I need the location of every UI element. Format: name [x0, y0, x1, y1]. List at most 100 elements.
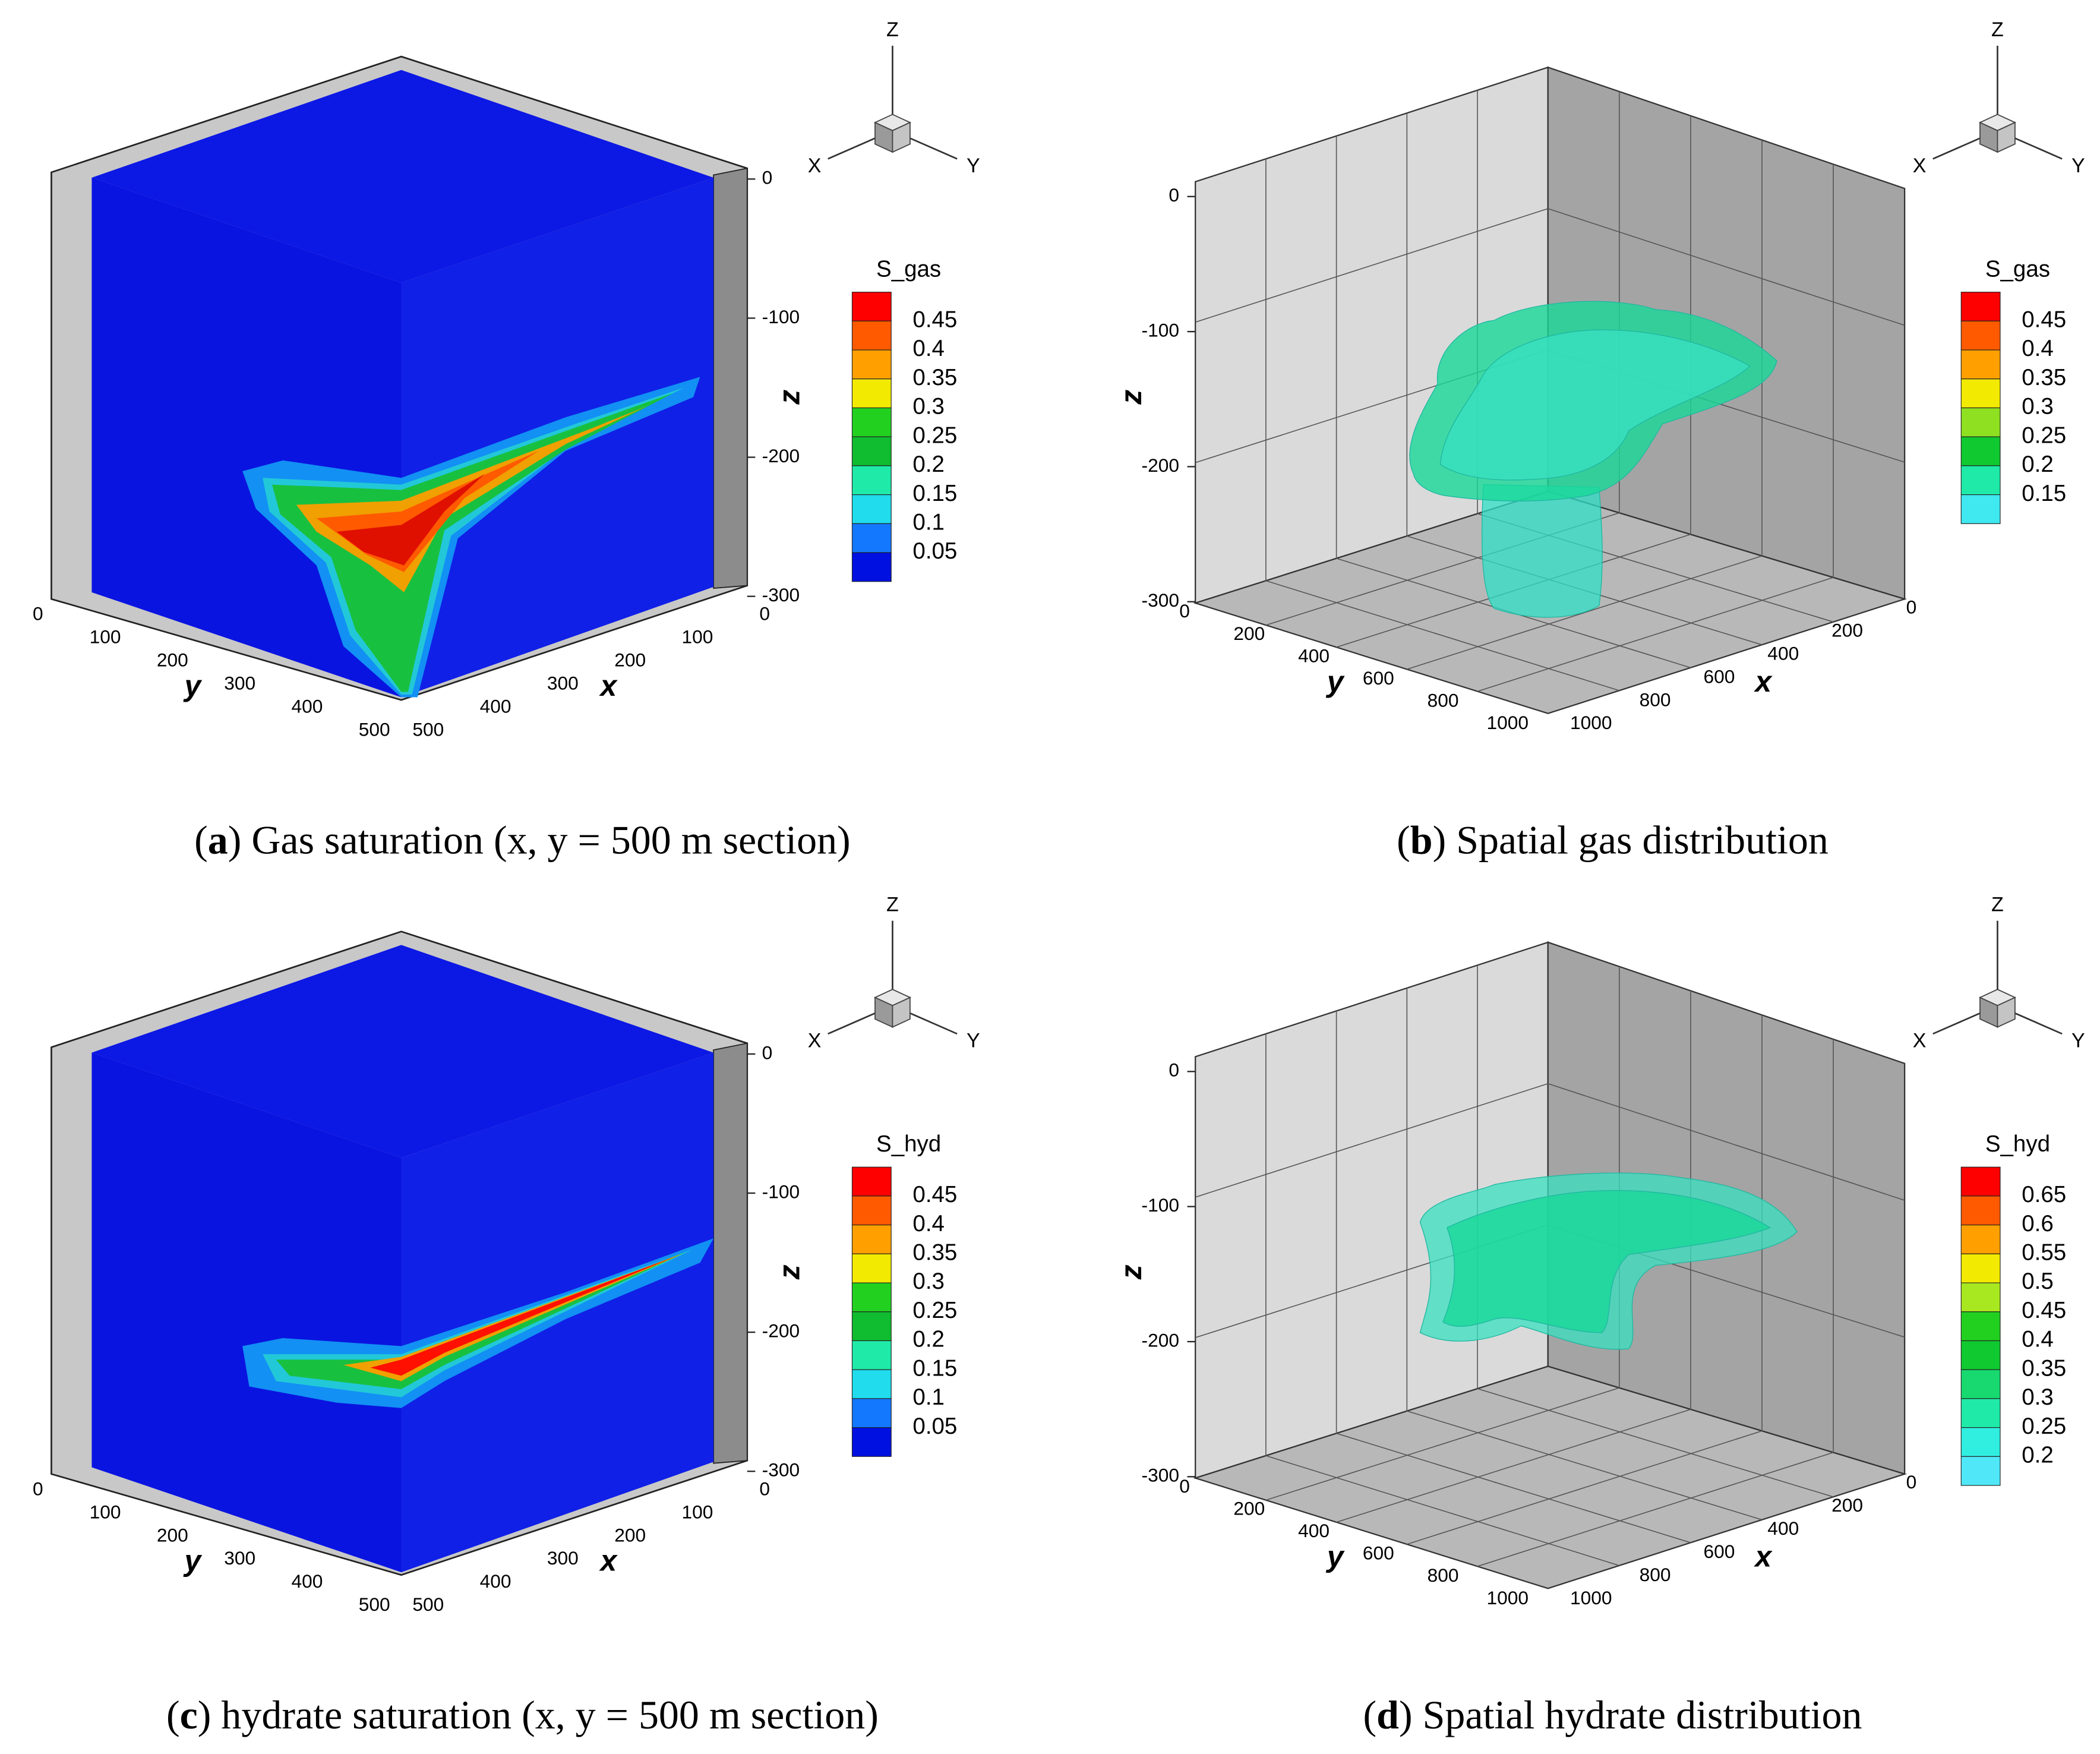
y-tick-label: 0	[33, 603, 43, 624]
x-axis-label: x	[1753, 665, 1773, 698]
colorbar-block	[1960, 465, 2001, 496]
triad-label: Y	[967, 154, 980, 177]
triad-label: Z	[886, 894, 899, 916]
isosurface	[1481, 484, 1603, 618]
triad-label: X	[808, 1029, 822, 1052]
colorbar-label: 0.2	[912, 1327, 945, 1352]
y-tick-label: 200	[1233, 623, 1265, 644]
colorbar-block	[1960, 436, 2001, 466]
caption-open: (	[1397, 817, 1410, 862]
colorbar-block	[851, 1282, 892, 1313]
z-tick-label: 0	[762, 1042, 773, 1063]
caption-open: (	[1363, 1692, 1377, 1737]
colorbar-block	[1960, 494, 2001, 524]
y-tick-label: 800	[1428, 690, 1459, 711]
colorbar-block	[851, 1311, 892, 1342]
y-axis-label: y	[182, 1544, 202, 1577]
wall-grid	[1548, 1083, 1905, 1201]
x-tick-label: 500	[412, 1594, 444, 1615]
colorbar-block	[851, 1427, 892, 1457]
wall-grid	[1195, 208, 1548, 323]
plume	[276, 1251, 687, 1390]
z-tick-label: -300	[762, 584, 800, 605]
caption-letter: b	[1410, 817, 1433, 862]
colorbar-label: 0.3	[912, 394, 945, 419]
triad-label: Y	[2071, 1029, 2085, 1052]
colorbar-block	[851, 1195, 892, 1226]
colorbar-block	[1960, 1340, 2001, 1370]
x-tick-label: 200	[614, 1524, 646, 1545]
z-tick-label: -100	[1142, 319, 1179, 340]
x-tick-label: 0	[759, 603, 770, 624]
z-tick-label: -100	[762, 306, 800, 327]
x-tick-label: 300	[547, 673, 579, 694]
triad-label: Y	[2071, 154, 2085, 177]
colorbar-label: 0.1	[912, 1384, 945, 1410]
colorbar-block	[1960, 1456, 2001, 1486]
colorbar-label: 0.5	[2022, 1269, 2054, 1294]
colorbar-block	[851, 1253, 892, 1283]
y-axis-label: y	[1325, 1540, 1345, 1573]
z-tick-label: -200	[1142, 1329, 1179, 1351]
colorbar-block	[1960, 1282, 2001, 1313]
colorbar-block	[1960, 1253, 2001, 1283]
panel: 0 100 200 300 400 500 0 100 200 300 400 500 0 -100 -20…	[33, 18, 980, 862]
caption-open: (	[194, 817, 208, 862]
plume	[370, 1254, 680, 1376]
triad-label: Y	[967, 1029, 980, 1052]
x-tick-label: 200	[614, 649, 646, 671]
x-tick-label: 1000	[1570, 1587, 1612, 1608]
colorbar-block	[1960, 1311, 2001, 1342]
caption-letter: d	[1376, 1692, 1399, 1737]
x-tick-label: 400	[1767, 642, 1799, 664]
floor-grid	[1477, 577, 1834, 692]
caption: (a) Gas saturation (x, y = 500 m section…	[194, 817, 851, 862]
triad-cube	[1997, 996, 2016, 1029]
x-tick-label: 500	[412, 719, 444, 740]
x-tick-label: 400	[1767, 1518, 1799, 1539]
z-axis-label: z	[773, 390, 806, 405]
colorbar-block	[851, 407, 892, 437]
z-tick-label: 0	[1169, 184, 1179, 206]
y-tick-label: 400	[291, 1570, 323, 1592]
colorbar-label: 0.25	[912, 1298, 957, 1323]
colorbar-label: 0.15	[912, 1355, 957, 1381]
x-tick-label: 0	[1906, 596, 1917, 617]
isosurface	[1439, 329, 1751, 481]
colorbar-label: 0.35	[912, 1240, 957, 1266]
floor-grid	[1265, 1387, 1620, 1501]
colorbar-label: 0.2	[2022, 1442, 2054, 1468]
x-tick-label: 800	[1640, 1564, 1671, 1585]
colorbar-label: 0.35	[2022, 1355, 2066, 1381]
z-axis-label: z	[1114, 1264, 1148, 1280]
colorbar-label: 0.35	[912, 365, 957, 390]
x-axis-label: x	[1753, 1540, 1773, 1573]
colorbar-block	[851, 292, 892, 321]
plume	[336, 474, 485, 566]
y-tick-label: 0	[1179, 1475, 1190, 1497]
colorbar-block	[1960, 292, 2001, 321]
box-wall	[713, 1042, 748, 1464]
colorbar-label: 0.3	[912, 1269, 945, 1294]
y-tick-label: 300	[224, 673, 255, 694]
y-tick-label: 200	[157, 1524, 188, 1545]
floor-grid	[1477, 1452, 1834, 1567]
z-tick-label: -200	[762, 1320, 800, 1342]
caption-text: ) Spatial hydrate distribution	[1399, 1692, 1862, 1737]
colorbar-label: 0.25	[2022, 422, 2066, 448]
plume	[272, 393, 674, 692]
colorbar-block	[1960, 378, 2001, 409]
wall-grid	[1548, 208, 1905, 326]
x-axis-label: x	[599, 669, 618, 702]
colorbar-label: 0.2	[2022, 452, 2054, 477]
floor-grid	[1407, 1410, 1763, 1520]
colorbar-block	[851, 1369, 892, 1399]
y-tick-label: 1000	[1487, 712, 1529, 733]
wall-grid	[1195, 1083, 1548, 1198]
colorbar-block	[851, 436, 892, 466]
y-tick-label: 400	[291, 696, 323, 717]
floor	[1193, 1365, 1907, 1589]
colorbar-label: 0.4	[912, 1211, 945, 1236]
colorbar-block	[851, 349, 892, 380]
colorbar-block	[851, 494, 892, 524]
